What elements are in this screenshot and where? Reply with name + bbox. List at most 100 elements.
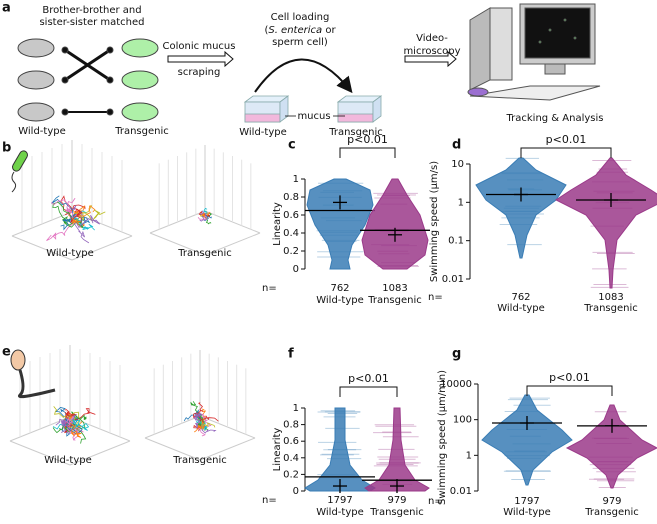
cube-edge: [204, 232, 261, 256]
mice: [17, 38, 159, 122]
significance-bracket: [520, 147, 612, 158]
cube-edge: [149, 232, 206, 256]
trajectory: [69, 408, 96, 424]
x-tick-label: Transgenic: [584, 507, 639, 518]
y-axis-label: Linearity: [272, 428, 283, 472]
trajectory: [71, 217, 95, 231]
y-tick-label: 0.2: [283, 246, 299, 257]
violin: [481, 394, 573, 486]
annotation: p<0.01: [348, 372, 389, 385]
violin: [555, 157, 657, 289]
panel-label: g: [452, 347, 461, 362]
step-text: or: [322, 25, 336, 36]
trajectory: [60, 420, 74, 433]
trajectory: [71, 214, 100, 229]
y-tick-label: 100: [453, 415, 472, 426]
annotation: p<0.01: [549, 371, 590, 384]
cube-edge: [199, 437, 256, 461]
trajectory: [64, 409, 75, 424]
violin: [475, 157, 567, 259]
x-tick-label: Wild-type: [503, 507, 551, 518]
trajectory: [64, 418, 83, 434]
arrow: [404, 50, 457, 68]
y-axis-label: Swimming speed (μm/s): [429, 161, 440, 282]
y-tick-label: 0.4: [283, 453, 299, 464]
n-value: 979: [387, 495, 406, 506]
y-tick-label: 0.01: [450, 486, 472, 497]
x-tick-label: Wild-type: [316, 295, 364, 306]
cube-edge: [69, 440, 131, 466]
y-tick-label: 1: [458, 197, 464, 208]
n-label: n=: [428, 292, 443, 303]
trajectory: [70, 208, 83, 224]
trajectory-label: Transgenic: [177, 248, 232, 259]
n-label: n=: [262, 495, 277, 506]
trajectory-label: Wild-type: [44, 455, 92, 466]
y-tick-label: 0.8: [283, 420, 299, 431]
trajectory-label: Wild-type: [46, 248, 94, 259]
trajectory: [69, 422, 82, 438]
step-text: S. enterica: [268, 25, 322, 36]
trajectory: [198, 418, 212, 437]
chambers: [243, 95, 383, 123]
y-tick-label: 0.6: [283, 436, 299, 447]
cube-edge: [11, 235, 73, 261]
mucus-label: mucus: [297, 111, 330, 122]
panel-label: e: [2, 345, 11, 360]
significance-bracket: [339, 386, 398, 397]
x-tick-label: Transgenic: [367, 295, 422, 306]
arrow: [167, 50, 234, 68]
bacterium-icon: [11, 150, 28, 193]
cube-edge: [71, 235, 133, 261]
n-label: n=: [262, 283, 277, 294]
step-text: microscopy: [403, 46, 460, 57]
violin: [361, 178, 429, 270]
mouse-label: Transgenic: [114, 126, 169, 137]
computer: [467, 3, 601, 101]
pairing-text: Brother-brother and: [42, 5, 141, 16]
violin: [565, 404, 657, 489]
y-tick-label: 0.6: [283, 210, 299, 221]
n-value: 979: [602, 496, 621, 507]
y-tick-label: 1: [466, 450, 472, 461]
y-tick-label: 0.1: [448, 236, 464, 247]
annotation: p<0.01: [546, 133, 587, 146]
trajectory-label: Transgenic: [172, 455, 227, 466]
pairing-text: sister-sister matched: [39, 17, 144, 28]
y-tick-label: 1: [293, 403, 299, 414]
n-value: 1083: [598, 292, 623, 303]
panel-label: f: [288, 347, 294, 362]
sperm-icon: [10, 349, 56, 399]
y-tick-label: 1: [293, 174, 299, 185]
chamber-label: Transgenic: [328, 127, 383, 138]
step-text: Cell loading: [271, 12, 330, 23]
step-text: scraping: [178, 67, 221, 78]
trajectory: [51, 195, 76, 219]
step-text: Tracking & Analysis: [506, 113, 604, 124]
y-axis-label: Swimming speed (μm/min): [437, 370, 448, 505]
trajectory: [61, 420, 77, 437]
panel-label: b: [2, 141, 11, 156]
trajectory: [197, 215, 208, 220]
x-tick-label: Transgenic: [583, 303, 638, 314]
n-value: 1797: [327, 495, 352, 506]
trajectory: [46, 217, 75, 241]
step-text: Colonic mucus: [163, 41, 236, 52]
panel-label: d: [452, 138, 461, 153]
step-text: Video-: [416, 33, 448, 44]
step-text: (: [264, 25, 268, 36]
n-value: 1083: [382, 283, 407, 294]
trajectory: [51, 198, 74, 219]
trajectory: [66, 415, 74, 426]
violin: [304, 407, 376, 492]
trajectory: [52, 422, 71, 434]
mouse-label: Wild-type: [18, 126, 66, 137]
panel-a: Brother-brother and sister-sister matche…: [17, 3, 604, 138]
y-tick-label: 0.01: [442, 274, 464, 285]
cube-edge: [144, 437, 201, 461]
x-tick-label: Wild-type: [316, 507, 364, 518]
y-tick-label: 0.8: [283, 192, 299, 203]
significance-bracket: [526, 385, 613, 396]
violin: [364, 407, 430, 492]
